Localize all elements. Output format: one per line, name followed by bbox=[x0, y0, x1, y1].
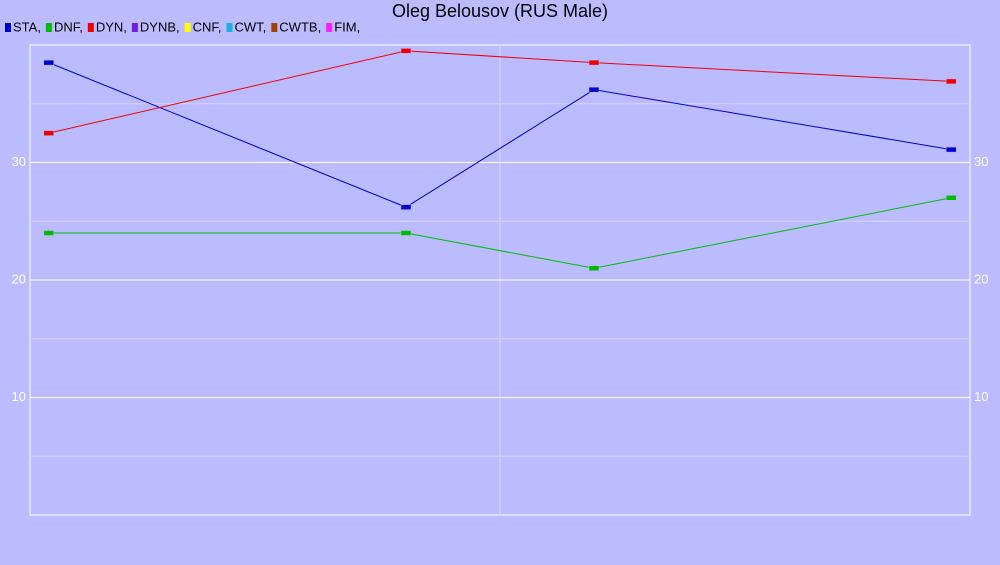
point-marker bbox=[400, 230, 412, 236]
point-marker bbox=[43, 59, 55, 66]
legend-label: CWT, bbox=[235, 19, 267, 34]
y2-tick-label: 10 bbox=[974, 389, 988, 404]
legend-label: DYNB, bbox=[140, 19, 180, 34]
point-marker bbox=[945, 195, 957, 201]
legend-label: CWTB, bbox=[279, 19, 321, 34]
y2-tick-label: 20 bbox=[974, 271, 988, 286]
legend-label: DYN, bbox=[96, 19, 127, 34]
legend-swatch bbox=[5, 23, 11, 32]
y-tick-label: 20 bbox=[12, 271, 26, 286]
y2-tick-label: 30 bbox=[974, 154, 988, 169]
series-line bbox=[48, 62, 952, 208]
legend-swatch bbox=[184, 23, 191, 32]
y-tick-label: 10 bbox=[12, 389, 26, 404]
point-marker bbox=[588, 265, 600, 271]
legend-swatch bbox=[87, 23, 94, 32]
legend-swatch bbox=[326, 23, 333, 32]
legend-swatch bbox=[271, 23, 278, 32]
series-line bbox=[48, 197, 952, 269]
legend-label: DNF, bbox=[54, 19, 83, 34]
point-marker bbox=[588, 59, 600, 66]
legend-swatch bbox=[131, 23, 138, 32]
point-marker bbox=[43, 230, 55, 236]
y-tick-label: 30 bbox=[12, 154, 26, 169]
point-marker bbox=[43, 130, 55, 136]
point-marker bbox=[945, 78, 957, 85]
chart-title: Oleg Belousov (RUS Male) bbox=[392, 1, 608, 21]
legend-swatch bbox=[226, 23, 233, 32]
point-marker bbox=[945, 146, 957, 153]
legend-label: STA, bbox=[13, 19, 41, 34]
legend-label: FIM, bbox=[334, 19, 360, 34]
legend-label: CNF, bbox=[193, 19, 222, 34]
point-marker bbox=[588, 86, 600, 93]
series-line bbox=[48, 50, 952, 134]
point-marker bbox=[400, 204, 412, 210]
point-marker bbox=[400, 48, 412, 54]
legend-swatch bbox=[45, 23, 52, 32]
